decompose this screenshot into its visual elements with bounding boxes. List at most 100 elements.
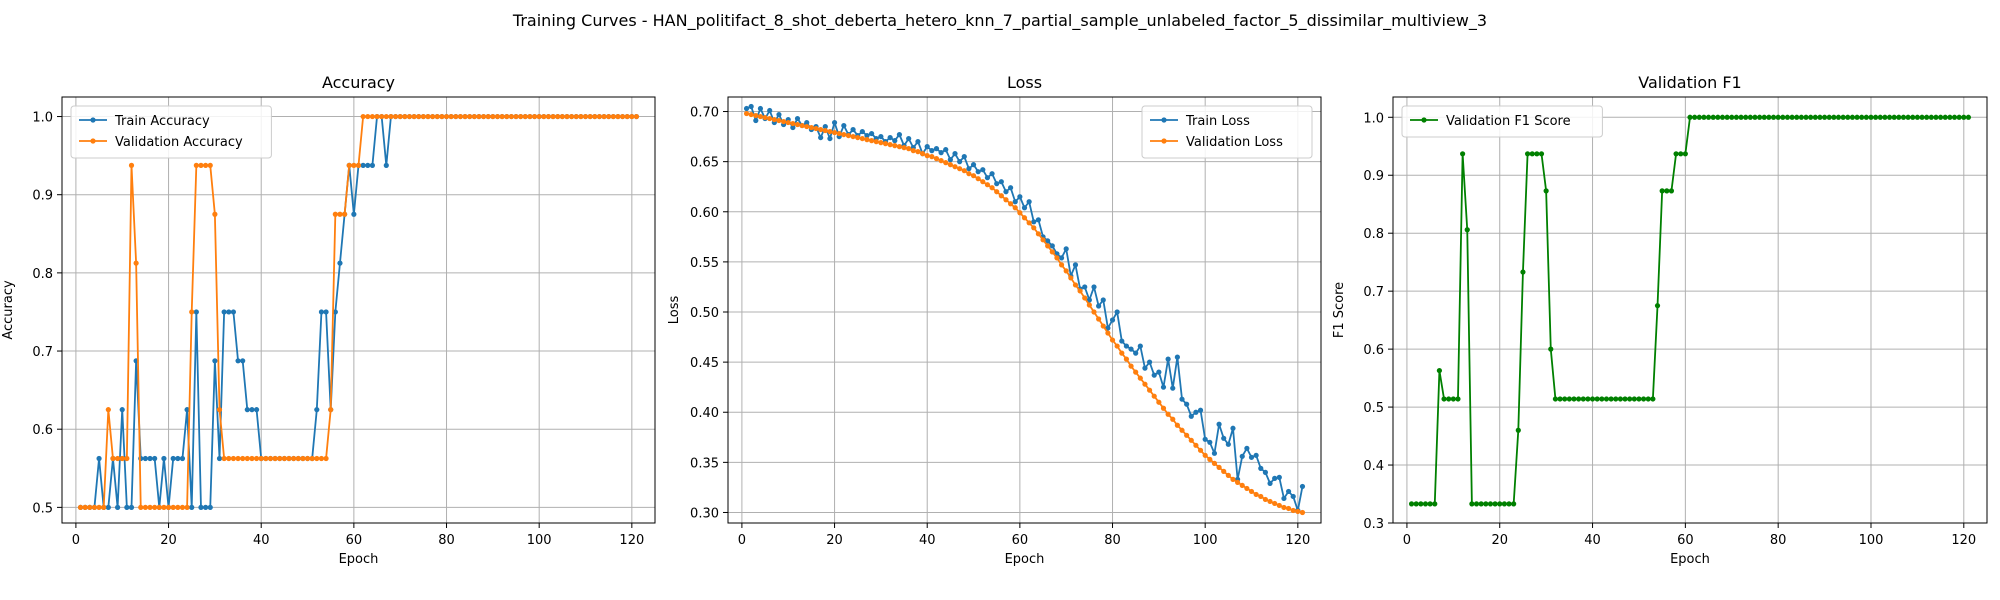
axes-frame bbox=[1392, 96, 1988, 524]
data-point bbox=[1133, 350, 1139, 356]
data-point bbox=[1160, 384, 1167, 390]
data-point bbox=[1882, 114, 1888, 120]
y-tick-label: 0.7 bbox=[1363, 285, 1384, 300]
data-point bbox=[1455, 396, 1461, 402]
data-point bbox=[1179, 396, 1185, 402]
data-point bbox=[550, 113, 556, 120]
data-point bbox=[323, 309, 329, 315]
data-point bbox=[1151, 393, 1157, 399]
data-point bbox=[184, 407, 190, 413]
data-point bbox=[957, 166, 963, 172]
data-point bbox=[1230, 476, 1236, 482]
x-tick-label: 40 bbox=[253, 533, 270, 548]
data-point bbox=[105, 407, 111, 413]
data-point bbox=[564, 113, 570, 120]
data-point bbox=[1594, 396, 1600, 402]
data-point bbox=[1086, 297, 1092, 303]
data-point bbox=[980, 179, 986, 185]
data-point bbox=[304, 455, 311, 462]
data-point bbox=[207, 162, 213, 168]
data-point bbox=[1654, 303, 1661, 309]
x-tick-label: 120 bbox=[1951, 533, 1976, 548]
data-point bbox=[1808, 114, 1814, 120]
data-point bbox=[504, 113, 510, 120]
data-point bbox=[235, 455, 241, 462]
data-point bbox=[780, 118, 787, 125]
legend-box bbox=[70, 105, 272, 159]
data-point bbox=[365, 113, 371, 120]
data-point bbox=[1775, 114, 1781, 120]
data-point bbox=[170, 504, 176, 510]
data-point bbox=[448, 113, 454, 120]
data-point bbox=[794, 115, 801, 122]
data-point bbox=[1188, 437, 1194, 443]
data-point bbox=[822, 127, 828, 134]
data-point bbox=[1262, 469, 1269, 475]
data-point bbox=[859, 135, 865, 142]
data-point bbox=[156, 504, 162, 510]
data-point bbox=[1193, 409, 1199, 415]
data-point bbox=[267, 455, 274, 462]
y-tick-label: 0.8 bbox=[1363, 227, 1384, 242]
data-point bbox=[1174, 354, 1180, 360]
data-point bbox=[1137, 375, 1143, 381]
data-point bbox=[924, 153, 930, 159]
data-point bbox=[1752, 114, 1758, 120]
data-point bbox=[96, 455, 102, 462]
data-point bbox=[1049, 243, 1055, 249]
data-point bbox=[1469, 501, 1475, 507]
data-point bbox=[757, 105, 764, 112]
y-tick-label: 0.40 bbox=[690, 406, 719, 421]
data-point bbox=[272, 455, 278, 462]
x-tick-label: 0 bbox=[738, 533, 746, 548]
x-tick-label: 0 bbox=[1403, 533, 1411, 548]
data-point bbox=[1174, 422, 1180, 428]
data-point bbox=[994, 181, 1000, 187]
data-point bbox=[1515, 427, 1521, 433]
data-point bbox=[906, 146, 912, 152]
data-point bbox=[1123, 343, 1130, 349]
data-point bbox=[970, 173, 977, 179]
data-point bbox=[318, 309, 325, 315]
data-point bbox=[915, 139, 921, 145]
data-point bbox=[1063, 268, 1069, 274]
data-point bbox=[1258, 465, 1264, 471]
data-point bbox=[1170, 416, 1176, 422]
data-point bbox=[1003, 197, 1009, 203]
data-point bbox=[998, 179, 1004, 185]
data-point bbox=[1072, 282, 1079, 288]
data-point bbox=[1026, 199, 1032, 205]
data-point bbox=[1267, 498, 1273, 505]
data-point bbox=[1859, 114, 1865, 120]
data-point bbox=[841, 131, 847, 138]
data-point bbox=[1188, 413, 1194, 419]
data-point bbox=[170, 455, 176, 462]
data-point bbox=[966, 171, 972, 177]
data-point bbox=[114, 504, 121, 510]
data-point bbox=[439, 113, 445, 120]
y-tick-label: 1.0 bbox=[32, 111, 53, 126]
data-point bbox=[536, 113, 542, 120]
data-point bbox=[369, 162, 375, 168]
data-point bbox=[1105, 325, 1111, 331]
data-point bbox=[402, 113, 408, 120]
data-point bbox=[1733, 114, 1740, 120]
data-point bbox=[827, 128, 833, 135]
data-point bbox=[1835, 114, 1842, 120]
legend: Train Loss Validation Loss bbox=[1141, 105, 1313, 159]
data-point bbox=[1845, 114, 1851, 120]
legend-swatch-marker bbox=[90, 138, 96, 144]
data-point bbox=[342, 211, 348, 217]
y-axis-label: Accuracy bbox=[1, 280, 16, 340]
data-point bbox=[1146, 387, 1153, 393]
data-point bbox=[221, 309, 227, 315]
data-point bbox=[841, 122, 847, 129]
data-point bbox=[1928, 114, 1934, 120]
data-point bbox=[910, 148, 916, 154]
data-point bbox=[1543, 188, 1549, 194]
data-point bbox=[1221, 435, 1227, 441]
x-tick-label: 60 bbox=[346, 533, 363, 548]
data-point bbox=[152, 455, 158, 462]
data-point bbox=[1715, 114, 1721, 120]
data-point bbox=[1058, 262, 1065, 268]
